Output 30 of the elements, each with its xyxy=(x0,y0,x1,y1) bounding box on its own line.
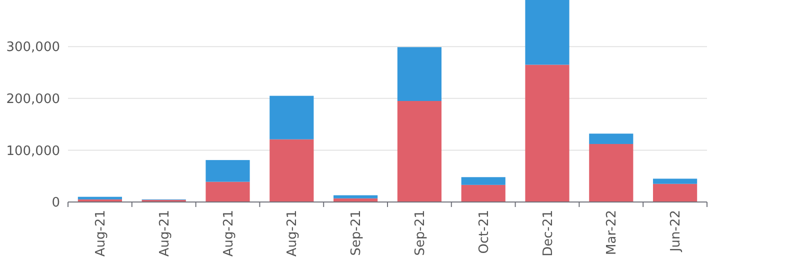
bar xyxy=(206,182,250,202)
bar xyxy=(397,47,442,101)
bar xyxy=(461,177,506,185)
x-tick-label: Aug-21 xyxy=(157,210,172,257)
x-tick-label: Aug-21 xyxy=(221,210,236,257)
y-tick-label: 200,000 xyxy=(6,92,60,107)
x-tick-label: Aug-21 xyxy=(285,210,300,257)
x-tick-label: Oct-21 xyxy=(476,210,492,254)
x-tick-label: Sep-21 xyxy=(349,210,364,256)
x-tick-label: Aug-21 xyxy=(94,210,108,257)
x-tick-label: Mar-22 xyxy=(604,210,620,255)
x-tick-label: Jun-22 xyxy=(668,210,684,253)
bar xyxy=(270,139,314,202)
y-tick-label: 100,000 xyxy=(6,144,60,159)
bar xyxy=(589,144,634,202)
y-tick-label: 0 xyxy=(52,196,60,211)
bar xyxy=(653,184,698,202)
bar xyxy=(653,178,698,184)
bar xyxy=(206,160,250,182)
bar xyxy=(525,0,570,65)
bar xyxy=(525,64,570,202)
bar xyxy=(270,96,314,140)
bar xyxy=(397,101,442,202)
bar xyxy=(461,184,506,202)
bar xyxy=(78,196,122,200)
y-tick-label: 300,000 xyxy=(6,40,60,56)
x-tick-label: Dec-21 xyxy=(540,210,556,256)
bar xyxy=(589,134,634,144)
bar xyxy=(334,195,378,198)
x-tick-label: Sep-21 xyxy=(413,210,428,256)
